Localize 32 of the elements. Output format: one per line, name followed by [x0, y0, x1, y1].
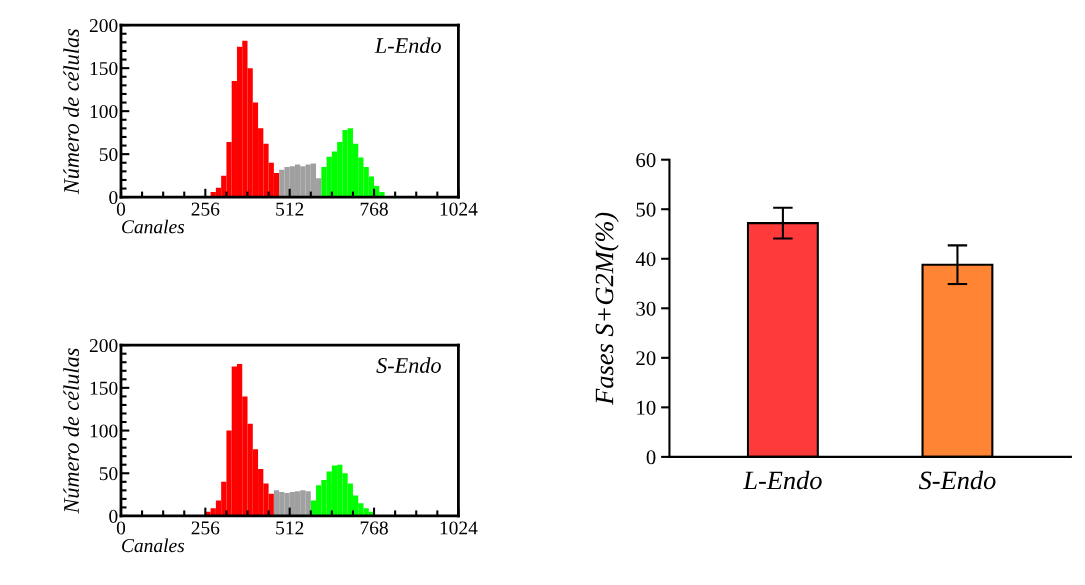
x-tick-label: 1024	[440, 202, 478, 216]
x-tick-label: 256	[191, 521, 220, 535]
y-axis-title: Número de células	[63, 348, 80, 514]
y-tick-label: 40	[635, 252, 656, 267]
x-tick-label: 256	[191, 202, 220, 216]
y-tick-label: 50	[636, 202, 656, 217]
y-tick-label: 0	[109, 509, 118, 523]
y-tick-label: 50	[99, 467, 118, 481]
y-tick-label: 20	[636, 351, 656, 366]
x-tick-label: 1024	[440, 521, 478, 535]
x-tick-label: 768	[360, 202, 388, 216]
annotation: L-Endo	[374, 37, 441, 54]
y-tick-label: 100	[90, 104, 118, 119]
y-tick-label: 150	[90, 381, 118, 395]
y-tick-label: 50	[99, 147, 118, 162]
y-tick-label: 150	[90, 61, 118, 76]
x-axis-title: Canales	[122, 538, 185, 553]
y-tick-label: 0	[646, 450, 656, 465]
y-tick-label: 30	[636, 301, 656, 316]
x-tick-label: 512	[276, 521, 304, 535]
y-axis-title: Fases S+G2M(%)	[594, 212, 619, 405]
x-axis-title: Canales	[122, 219, 185, 234]
y-axis-title: Número de células	[63, 28, 80, 195]
y-tick-label: 60	[636, 153, 656, 168]
y-tick-label: 200	[89, 338, 118, 353]
y-tick-label: 10	[637, 400, 656, 415]
y-tick-label: 100	[90, 424, 118, 438]
x-tick-label: 768	[360, 521, 388, 535]
x-tick-label: 512	[276, 202, 304, 216]
annotation: S-Endo	[376, 357, 441, 373]
y-tick-label: 0	[109, 190, 118, 205]
y-tick-label: 200	[89, 18, 118, 33]
